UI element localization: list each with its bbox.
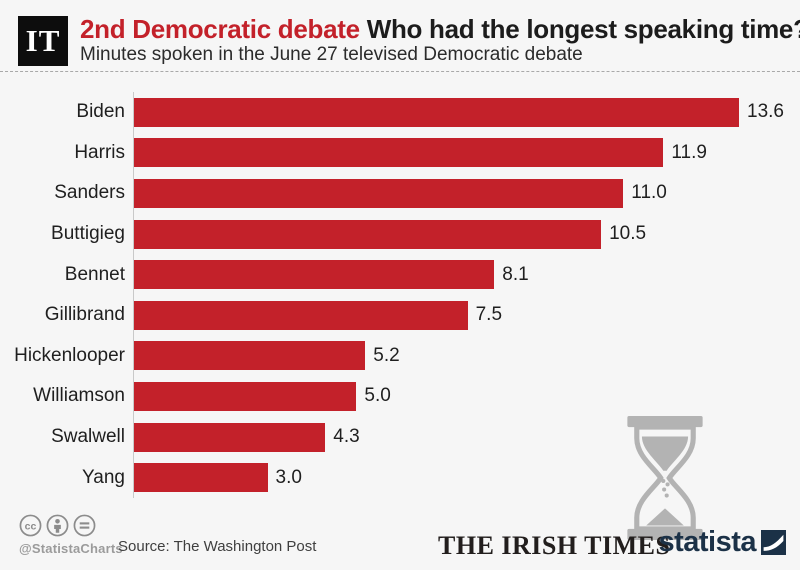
chart-subtitle: Minutes spoken in the June 27 televised …	[80, 44, 583, 65]
chart-row: Biden 13.6	[0, 92, 800, 133]
value-label: 4.3	[333, 426, 360, 448]
bar-wrap: 8.1	[134, 260, 800, 290]
bar	[134, 300, 468, 330]
bar	[134, 422, 326, 452]
category-label: Swalwell	[51, 426, 125, 448]
bar-wrap: 5.0	[134, 381, 800, 411]
bar	[134, 381, 357, 411]
bar	[134, 138, 664, 168]
chart-row: Swalwell 4.3	[0, 417, 800, 458]
category-label: Williamson	[33, 385, 125, 407]
header: IT 2nd Democratic debate Who had the lon…	[0, 0, 800, 72]
bar-wrap: 11.0	[134, 178, 800, 208]
chart-row: Yang 3.0	[0, 457, 800, 498]
value-label: 5.2	[373, 344, 400, 366]
value-label: 10.5	[609, 223, 647, 245]
bar-wrap: 7.5	[134, 300, 800, 330]
chart-row: Sanders 11.0	[0, 173, 800, 214]
bar	[134, 178, 624, 208]
category-label: Hickenlooper	[14, 344, 125, 366]
bar-wrap: 10.5	[134, 219, 800, 249]
value-label: 3.0	[275, 466, 302, 488]
chart-row: Williamson 5.0	[0, 376, 800, 417]
footer: cc @StatistaCharts Source: The Washingto…	[0, 508, 800, 570]
chart-row: Buttigieg 10.5	[0, 214, 800, 255]
value-label: 5.0	[364, 385, 391, 407]
statista-wordmark: statista	[658, 526, 756, 558]
statista-charts-handle: @StatistaCharts	[19, 541, 123, 556]
value-label: 11.0	[631, 182, 667, 204]
svg-text:cc: cc	[25, 520, 37, 532]
chart-rows: Biden 13.6 Harris 11.9 Sanders 11.0 Butt…	[0, 92, 800, 498]
irish-times-masthead: THE IRISH TIMES	[438, 531, 671, 560]
statista-logo: statista	[658, 526, 786, 558]
category-label: Bennet	[64, 263, 125, 285]
statista-swoosh-icon	[761, 529, 786, 555]
bar-wrap: 11.9	[134, 138, 800, 168]
cc-icon: cc	[19, 514, 42, 537]
hourglass-icon	[627, 416, 703, 540]
chart-row: Gillibrand 7.5	[0, 295, 800, 336]
equals-icon	[73, 514, 96, 537]
page-title: 2nd Democratic debate Who had the longes…	[80, 14, 800, 44]
bar-wrap: 4.3	[134, 422, 800, 452]
bar	[134, 341, 366, 371]
category-label: Biden	[76, 101, 125, 123]
y-axis-line	[133, 92, 134, 498]
chart-row: Harris 11.9	[0, 133, 800, 174]
title-block: 2nd Democratic debate Who had the longes…	[80, 14, 800, 66]
bar-wrap: 3.0	[134, 463, 800, 493]
bar	[134, 463, 268, 493]
license-icons: cc	[19, 514, 96, 537]
value-label: 13.6	[747, 101, 784, 123]
value-label: 7.5	[475, 304, 503, 326]
category-label: Yang	[82, 466, 125, 488]
irish-times-it-logo: IT	[18, 16, 68, 66]
bar-wrap: 5.2	[134, 341, 800, 371]
category-label: Sanders	[54, 182, 125, 204]
bar	[134, 219, 602, 249]
source-text: Source: The Washington Post	[118, 538, 317, 555]
title-highlight: 2nd Democratic debate	[80, 14, 360, 44]
category-label: Harris	[74, 141, 125, 163]
category-label: Gillibrand	[44, 304, 125, 326]
value-label: 11.9	[671, 141, 707, 163]
bar	[134, 97, 739, 127]
bar-wrap: 13.6	[134, 97, 800, 127]
attribution-icon	[46, 514, 69, 537]
category-label: Buttigieg	[51, 223, 125, 245]
bar-chart: Biden 13.6 Harris 11.9 Sanders 11.0 Butt…	[0, 92, 800, 540]
value-label: 8.1	[502, 263, 529, 285]
title-rest: Who had the longest speaking time?	[366, 14, 800, 44]
chart-row: Bennet 8.1	[0, 254, 800, 295]
chart-row: Hickenlooper 5.2	[0, 336, 800, 377]
bar	[134, 260, 495, 290]
